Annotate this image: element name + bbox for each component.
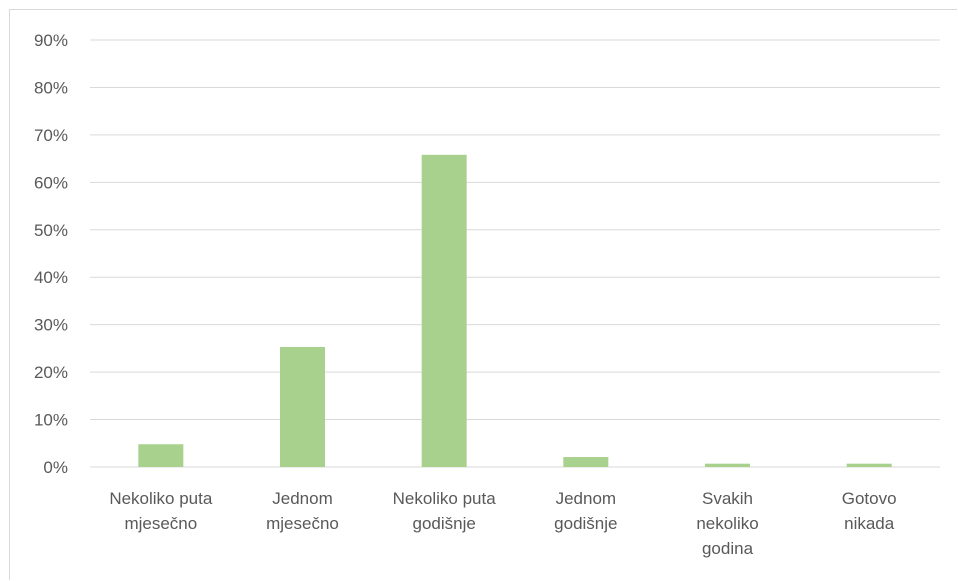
x-category-label-line: nikada: [844, 514, 895, 533]
x-category-label-line: godišnje: [554, 514, 617, 533]
x-category-label: Jednom godišnje: [554, 489, 617, 533]
x-category-label-line: Svakih: [702, 489, 753, 508]
bar: [280, 346, 325, 467]
x-category-label: Nekoliko puta mjesečno: [109, 489, 213, 533]
y-tick-label: 60%: [34, 173, 68, 192]
x-category-label-line: godišnje: [413, 514, 476, 533]
y-tick-label: 40%: [34, 268, 68, 287]
x-category-label: Jednom mjesečno: [266, 489, 339, 533]
x-category-label-line: Jednom: [272, 489, 332, 508]
x-category-label-line: nekoliko: [696, 514, 758, 533]
y-tick-label: 90%: [34, 31, 68, 50]
y-tick-label: 20%: [34, 363, 68, 382]
bar: [138, 444, 184, 467]
x-category-label-line: Jednom: [556, 489, 616, 508]
x-category-label-line: Nekoliko puta: [393, 489, 497, 508]
bar: [421, 154, 467, 467]
y-tick-label: 10%: [34, 411, 68, 430]
bar: [563, 457, 609, 467]
y-tick-label: 70%: [34, 126, 68, 145]
x-category-label-line: Nekoliko puta: [109, 489, 213, 508]
bars: [138, 154, 892, 467]
y-tick-label: 0%: [43, 458, 68, 477]
x-category-label-line: Gotovo: [842, 489, 897, 508]
y-tick-label: 30%: [34, 316, 68, 335]
x-category-label: Svakih nekoliko godina: [696, 489, 758, 558]
x-category-label-line: mjesečno: [266, 514, 339, 533]
y-tick-label: 50%: [34, 221, 68, 240]
y-axis-tick-labels: 0% 10% 20% 30% 40% 50% 60% 70% 80% 90%: [34, 31, 68, 477]
x-category-label: Nekoliko puta godišnje: [393, 489, 497, 533]
bar: [846, 463, 892, 467]
chart-frame: [9, 9, 957, 580]
gridlines: [90, 39, 940, 468]
x-category-label-line: godina: [702, 539, 754, 558]
y-tick-label: 80%: [34, 78, 68, 97]
x-category-label-line: mjesečno: [124, 514, 197, 533]
bar: [705, 463, 750, 467]
x-category-label: Gotovo nikada: [842, 489, 897, 533]
